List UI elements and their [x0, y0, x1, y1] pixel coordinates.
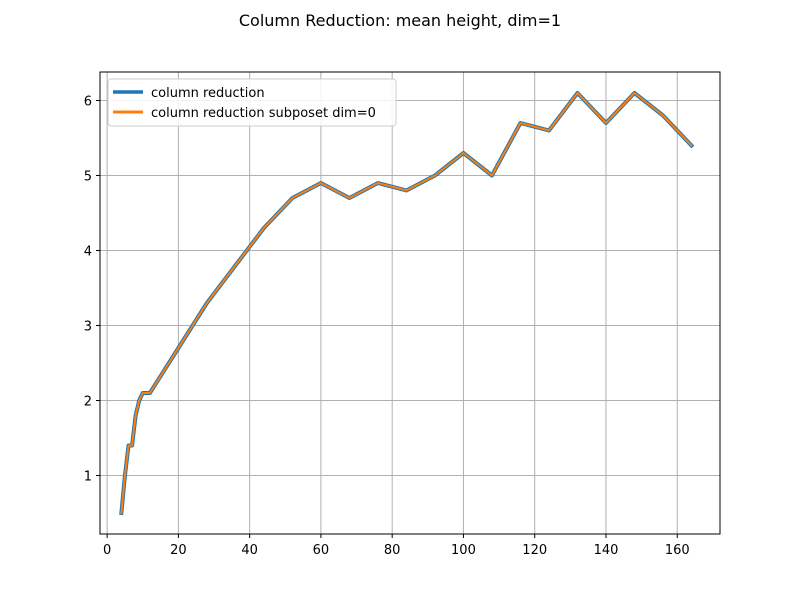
plot-background [100, 72, 720, 534]
y-tick-label: 2 [84, 395, 92, 410]
x-tick-label: 100 [451, 543, 476, 558]
y-tick-label: 1 [84, 470, 92, 485]
plot-area: 0 20 40 60 80 100 120 140 160 1 2 3 4 5 6 column redu… [84, 71, 721, 558]
series-lines [119, 91, 695, 516]
y-axis: 1 2 3 4 5 6 [84, 95, 100, 485]
x-tick-label: 20 [170, 543, 187, 558]
x-axis: 0 20 40 60 80 100 120 140 160 [103, 534, 690, 558]
x-tick-label: 40 [241, 543, 258, 558]
legend-label: column reduction [151, 86, 265, 101]
y-tick-label: 4 [84, 245, 92, 260]
x-tick-label: 160 [665, 543, 690, 558]
grid [100, 72, 720, 534]
x-tick-label: 0 [103, 543, 111, 558]
y-tick-label: 3 [84, 320, 92, 335]
chart-title: Column Reduction: mean height, dim=1 [239, 11, 561, 30]
y-tick-label: 6 [84, 95, 92, 110]
x-tick-label: 140 [594, 543, 619, 558]
x-tick-label: 60 [313, 543, 330, 558]
series-line [120, 92, 693, 515]
x-tick-label: 120 [522, 543, 547, 558]
series-2 [120, 92, 693, 515]
x-tick-label: 80 [384, 543, 401, 558]
y-tick-label: 5 [84, 170, 92, 185]
legend-box [107, 78, 397, 127]
legend: column reduction column reduction subpose… [107, 78, 397, 127]
legend-label: column reduction subposet dim=0 [151, 106, 376, 121]
plot-frame [99, 71, 721, 535]
